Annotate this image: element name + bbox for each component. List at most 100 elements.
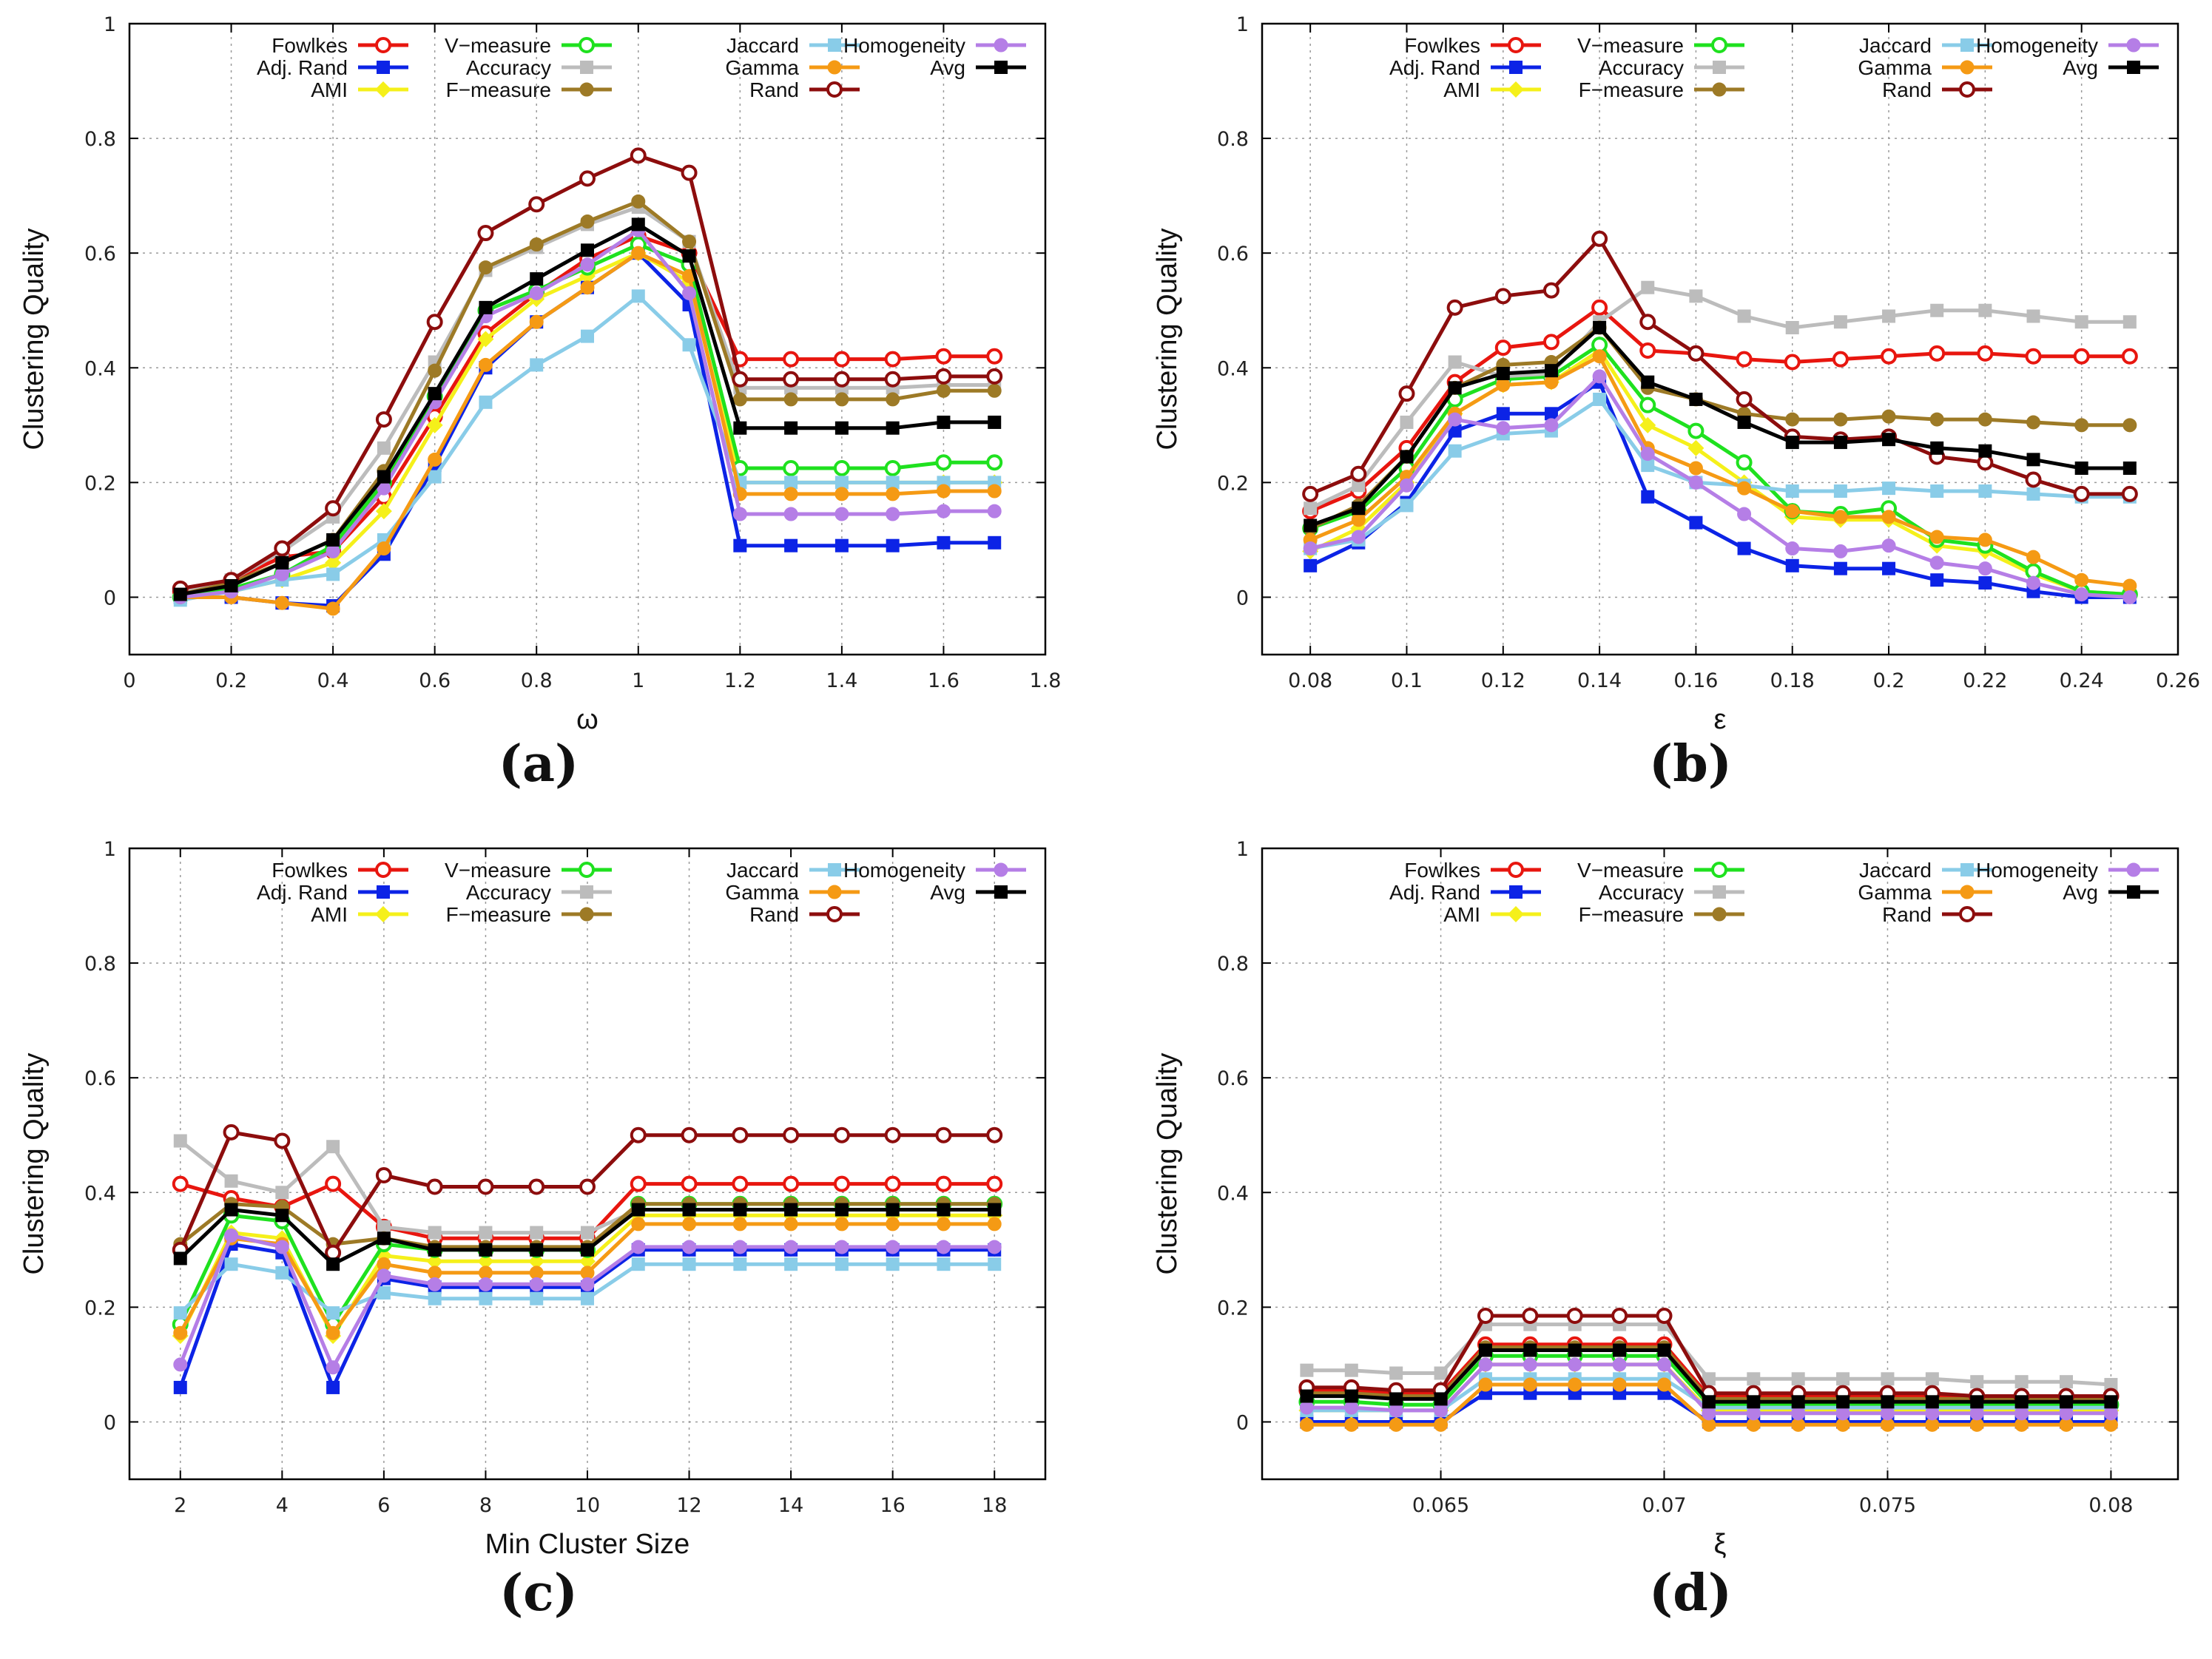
data-point: [1389, 1366, 1403, 1380]
legend-label: Rand: [749, 903, 799, 926]
data-point: [1399, 478, 1414, 493]
x-tick-label: 0.8: [521, 669, 553, 692]
data-point: [1929, 555, 1944, 570]
data-point: [1737, 541, 1751, 555]
y-tick-label: 0.8: [84, 128, 116, 151]
x-tick-label: 0.24: [2060, 669, 2104, 692]
legend-swatch-marker: [826, 906, 843, 922]
data-point: [1434, 1403, 1449, 1418]
data-point: [682, 1257, 696, 1271]
data-point: [884, 1175, 901, 1192]
legend-swatch-marker: [375, 37, 391, 53]
data-point: [1566, 1307, 1583, 1324]
legend-label: Homogeneity: [843, 859, 965, 882]
y-tick-label: 0: [104, 587, 116, 609]
data-point: [530, 1226, 544, 1240]
data-point: [1398, 385, 1415, 402]
data-point: [529, 285, 544, 300]
data-point: [2122, 461, 2137, 475]
data-point: [681, 1175, 698, 1192]
plot-frame: [1261, 847, 2179, 1481]
x-tick-label: 0.08: [1288, 669, 1332, 692]
data-point: [1689, 392, 1703, 406]
data-point: [732, 507, 747, 521]
x-tick-label: 0.075: [1859, 1494, 1916, 1517]
data-point: [581, 329, 594, 343]
legend-swatch-marker: [827, 60, 842, 75]
data-point: [936, 383, 951, 398]
legend-swatch-marker: [1711, 37, 1727, 53]
data-point: [1702, 1372, 1716, 1386]
data-point: [936, 484, 951, 499]
data-point: [834, 476, 849, 490]
data-point: [1657, 1343, 1671, 1357]
y-tick-label: 0.2: [84, 472, 116, 495]
legend-swatch-marker: [994, 885, 1008, 899]
data-point: [428, 363, 442, 378]
data-point: [631, 194, 646, 209]
data-point: [326, 567, 340, 581]
data-point: [275, 1209, 289, 1223]
x-tick-label: 18: [982, 1494, 1007, 1517]
panel-label: (b): [1649, 734, 1732, 794]
data-point: [1592, 349, 1607, 364]
data-point: [479, 300, 493, 314]
data-point: [886, 1257, 900, 1271]
data-point: [1434, 1392, 1448, 1406]
chart-panel-c: 2 4 6 8 10 12 14 16 18 0 0.2 0.4 0.6 0.8 1 FowlkesAdj. …: [18, 838, 1047, 1623]
data-point: [1881, 538, 1896, 553]
data-point: [326, 533, 340, 547]
data-point: [530, 272, 544, 286]
data-point: [477, 1253, 494, 1270]
data-point: [1448, 424, 1462, 438]
data-point: [1833, 436, 1847, 450]
data-point: [1352, 501, 1366, 516]
data-point: [530, 1243, 544, 1257]
data-point: [886, 538, 900, 553]
legend-label: Fowlkes: [272, 859, 348, 882]
data-point: [1544, 375, 1559, 390]
data-point: [1929, 345, 1946, 362]
data-point: [630, 1175, 647, 1192]
data-point: [478, 260, 493, 275]
data-point: [2104, 1395, 2118, 1409]
data-point: [1302, 485, 1319, 502]
data-point: [1977, 412, 1992, 427]
data-point: [630, 1126, 647, 1143]
data-point: [1791, 1406, 1806, 1421]
x-tick-label: 0.26: [2156, 669, 2200, 692]
data-point: [377, 1268, 391, 1283]
data-point: [326, 1325, 340, 1340]
data-point: [987, 383, 1002, 398]
data-point: [783, 351, 800, 368]
series-line-rand: [1309, 237, 2130, 496]
data-point: [1881, 348, 1898, 365]
data-point: [1304, 558, 1318, 572]
legend-label: AMI: [1443, 903, 1480, 926]
data-point: [784, 476, 798, 490]
data-point: [1978, 484, 1992, 498]
panel-label: (c): [499, 1564, 578, 1623]
legend-label: Fowlkes: [272, 34, 348, 57]
data-point: [1737, 507, 1752, 521]
legend-label: Gamma: [1858, 56, 1932, 79]
plot-frame: [128, 22, 1047, 656]
data-point: [1970, 1375, 1984, 1389]
data-point: [783, 1175, 800, 1192]
legend-swatch-marker: [375, 862, 391, 878]
legend-swatch-marker: [579, 907, 594, 922]
data-point: [326, 1380, 340, 1394]
data-point: [325, 554, 342, 571]
y-tick-label: 0.2: [84, 1297, 116, 1320]
legend-swatch-marker: [1960, 863, 1974, 876]
data-point: [326, 601, 340, 616]
data-point: [1478, 1357, 1493, 1372]
data-point: [375, 411, 392, 428]
data-point: [732, 371, 749, 388]
legend-label: Accuracy: [1599, 881, 1684, 904]
data-point: [2121, 348, 2138, 365]
data-point: [1612, 1357, 1627, 1372]
data-point: [479, 1291, 493, 1305]
data-point: [1657, 1377, 1672, 1392]
data-point: [1639, 416, 1656, 433]
